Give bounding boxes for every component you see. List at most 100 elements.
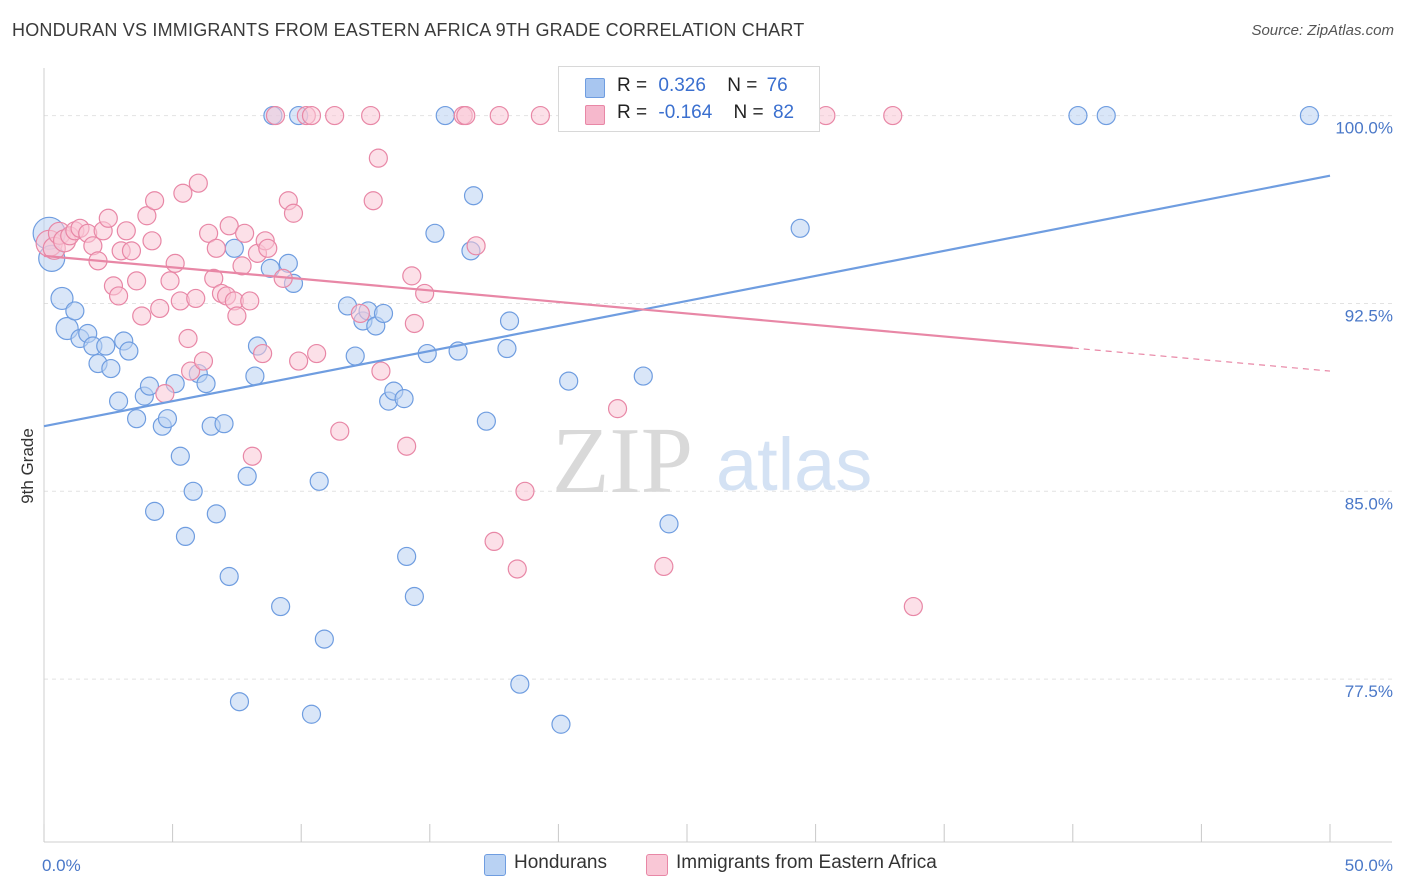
x-tick-label: 50.0% — [1345, 856, 1393, 875]
tick-layer: 100.0% 92.5% 85.0% 77.5% 0.0% 50.0% — [42, 119, 1393, 875]
y-axis-label: 9th Grade — [18, 428, 37, 504]
data-point — [237, 466, 257, 486]
grid-lines — [44, 115, 1392, 680]
data-point — [183, 481, 203, 501]
data-point — [242, 446, 262, 466]
data-point — [301, 704, 322, 724]
chart-title: HONDURAN VS IMMIGRANTS FROM EASTERN AFRI… — [12, 20, 805, 40]
data-point — [235, 223, 255, 243]
legend-swatch-eastern-africa — [585, 105, 605, 125]
data-point — [229, 692, 250, 712]
data-point — [219, 566, 239, 587]
n-value: 76 — [766, 75, 788, 96]
data-point — [137, 206, 157, 226]
data-point — [466, 236, 486, 256]
data-point — [607, 399, 628, 419]
data-point — [497, 338, 517, 359]
data-point — [307, 343, 327, 364]
data-point — [116, 221, 136, 241]
data-point — [206, 504, 226, 524]
y-tick-label: 92.5% — [1345, 306, 1393, 325]
watermark-atlas: atlas — [716, 423, 872, 506]
data-point — [108, 391, 129, 411]
data-point — [157, 409, 178, 429]
data-point — [345, 346, 365, 366]
data-point — [530, 105, 550, 126]
data-point — [253, 343, 273, 364]
data-point — [283, 203, 304, 223]
data-point — [330, 421, 350, 441]
y-tick-label: 100.0% — [1335, 119, 1393, 138]
series-eastern-africa — [35, 105, 923, 617]
data-point — [101, 358, 121, 379]
legend-swatch-hondurans — [484, 854, 506, 876]
data-point — [232, 256, 252, 276]
data-point — [181, 361, 201, 381]
data-point — [435, 105, 455, 126]
data-point — [165, 253, 185, 273]
data-point — [206, 238, 226, 258]
trend-layer — [43, 174, 1331, 428]
data-point — [121, 241, 142, 261]
data-point — [144, 501, 165, 521]
data-point — [314, 629, 334, 649]
data-point — [361, 105, 381, 126]
stats-legend: R = 0.326 N = 76 R = -0.164 N = 82 — [558, 66, 820, 132]
legend-swatch-eastern-africa — [646, 854, 668, 876]
data-point — [155, 384, 175, 404]
chart-source: Source: ZipAtlas.com — [1251, 22, 1394, 39]
data-point — [463, 186, 484, 206]
data-point — [402, 266, 422, 286]
data-point — [559, 371, 579, 391]
r-label: R = — [617, 102, 648, 123]
data-point — [507, 559, 527, 579]
data-point — [404, 313, 424, 334]
watermark: ZIP atlas — [552, 409, 872, 513]
r-label: R = — [617, 75, 648, 96]
data-point — [170, 446, 190, 466]
data-point — [258, 238, 278, 258]
data-point — [301, 105, 322, 126]
data-point — [397, 436, 417, 456]
data-point — [214, 414, 234, 434]
data-point — [245, 366, 265, 386]
data-point — [325, 105, 345, 126]
data-point — [1068, 105, 1088, 126]
axes — [43, 68, 1392, 843]
data-point — [394, 389, 414, 409]
data-point — [126, 271, 147, 291]
y-tick-label: 85.0% — [1345, 494, 1393, 513]
data-point — [119, 341, 139, 361]
legend-label-hondurans: Hondurans — [514, 852, 607, 873]
data-point — [1299, 105, 1320, 126]
data-point — [363, 191, 383, 211]
data-point — [1096, 105, 1116, 126]
data-point — [175, 526, 196, 547]
data-point — [484, 531, 504, 552]
data-point — [265, 105, 286, 126]
data-point — [551, 714, 571, 734]
legend-swatch-hondurans — [585, 78, 605, 98]
watermark-zip: ZIP — [552, 409, 693, 513]
data-point — [397, 546, 417, 567]
data-point — [65, 301, 85, 321]
data-point — [240, 291, 260, 311]
data-point — [50, 286, 74, 311]
data-point — [126, 409, 147, 429]
n-label: N = — [727, 75, 758, 96]
data-point — [515, 481, 535, 501]
data-point — [96, 336, 116, 356]
data-point — [132, 306, 152, 326]
r-value: 0.326 — [658, 75, 706, 96]
data-point — [903, 596, 923, 617]
data-point — [144, 191, 165, 211]
data-point — [289, 351, 309, 371]
data-point — [415, 283, 435, 304]
data-point — [98, 208, 118, 228]
data-point — [160, 271, 180, 291]
data-point — [633, 366, 653, 386]
data-point — [199, 223, 219, 243]
data-point — [373, 303, 394, 324]
data-point — [186, 288, 206, 309]
trend-line-extension — [1072, 347, 1331, 372]
